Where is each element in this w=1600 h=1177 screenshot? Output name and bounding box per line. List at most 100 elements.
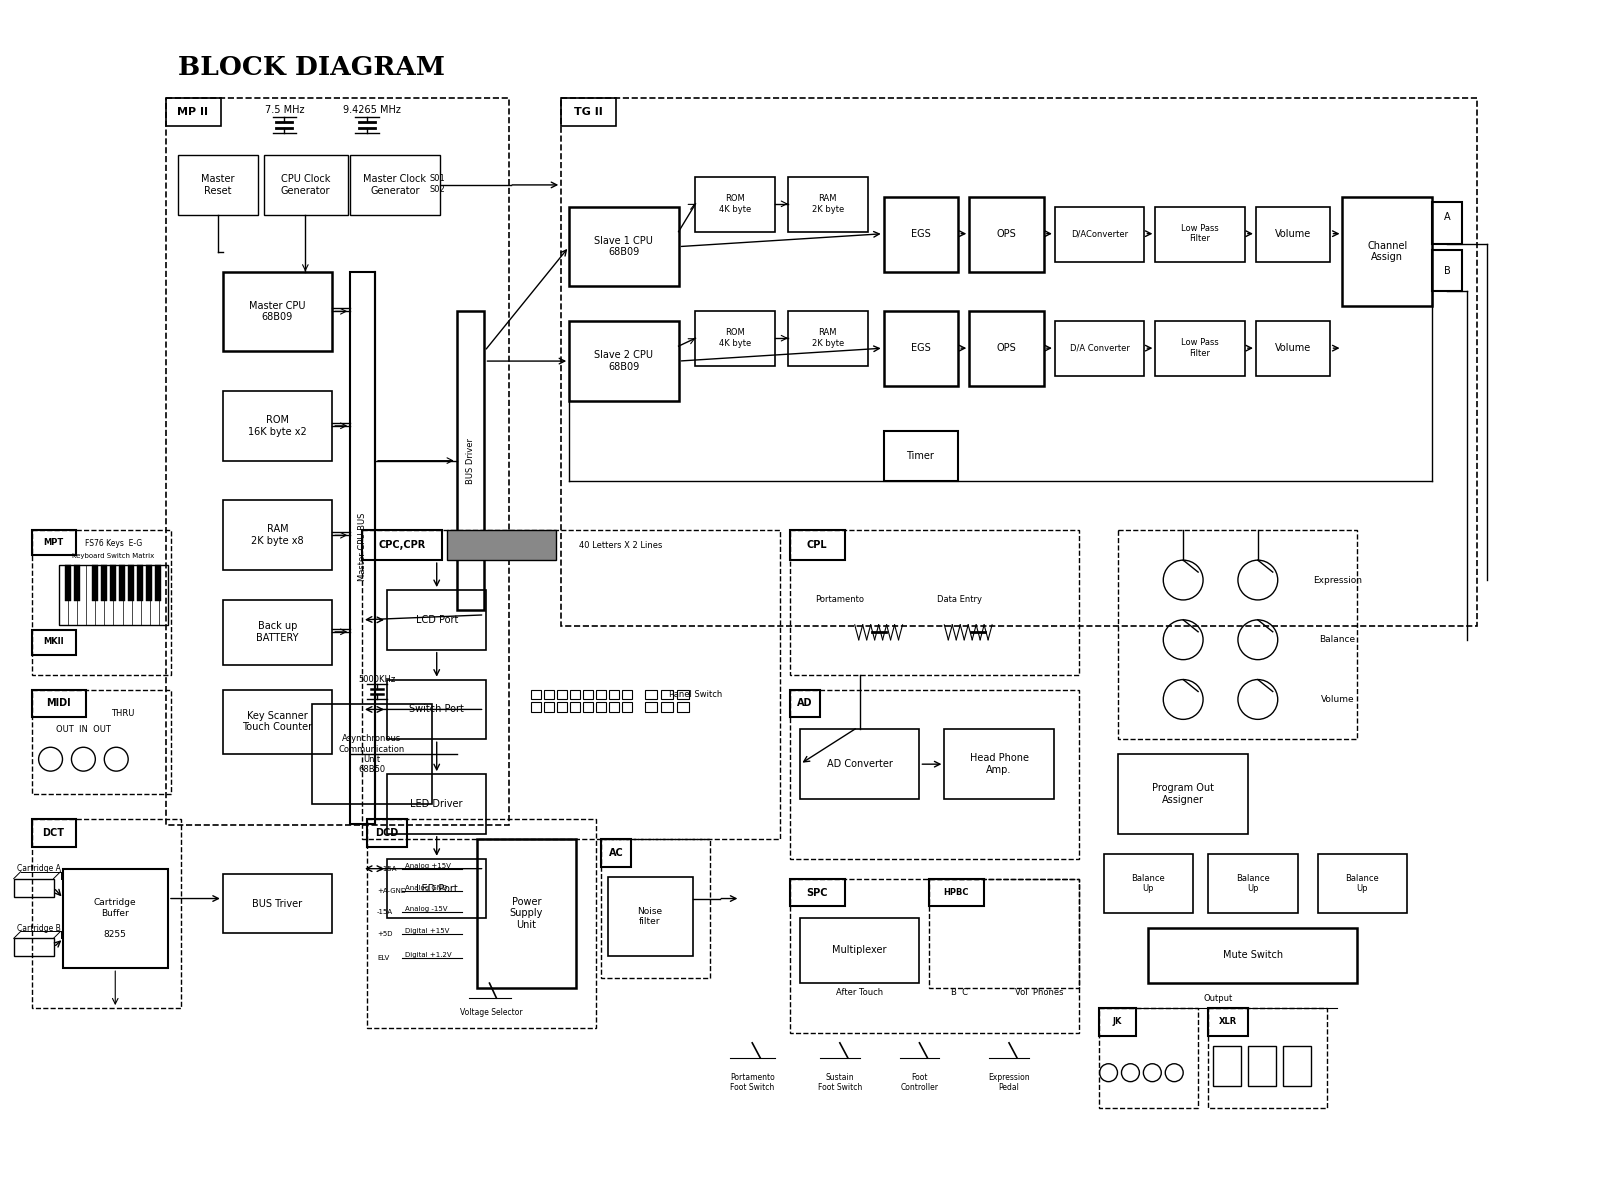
Text: Program Out
Assigner: Program Out Assigner: [1152, 783, 1214, 805]
Bar: [883, 197, 958, 272]
Bar: [456, 311, 485, 610]
Text: RAM
2K byte: RAM 2K byte: [811, 194, 843, 213]
Text: B: B: [1443, 266, 1450, 275]
Bar: [32, 819, 77, 846]
Bar: [800, 730, 920, 799]
Bar: [883, 311, 958, 386]
Text: MPT: MPT: [43, 538, 64, 547]
Bar: [602, 839, 710, 978]
Bar: [387, 679, 486, 739]
Text: CPC,CPR: CPC,CPR: [378, 540, 426, 550]
Text: 5000KHz: 5000KHz: [358, 676, 395, 684]
Text: Asynchronous
Communication
Unit
68B50: Asynchronous Communication Unit 68B50: [339, 734, 405, 774]
Text: Master Clock
Generator: Master Clock Generator: [363, 174, 427, 195]
Bar: [75, 565, 80, 601]
Bar: [1149, 929, 1357, 983]
Bar: [66, 565, 72, 601]
Bar: [1099, 1008, 1198, 1108]
Text: Panel Switch: Panel Switch: [669, 690, 722, 699]
Bar: [531, 690, 541, 699]
Bar: [608, 877, 693, 956]
Bar: [387, 590, 486, 650]
Bar: [1054, 207, 1144, 261]
Text: HPBC: HPBC: [944, 889, 970, 897]
Text: Balance
Up: Balance Up: [1235, 873, 1270, 893]
Text: AD Converter: AD Converter: [827, 759, 893, 769]
Text: AC: AC: [608, 847, 624, 858]
Text: DCD: DCD: [376, 827, 398, 838]
Bar: [610, 690, 619, 699]
Text: Expression: Expression: [1314, 576, 1362, 585]
Bar: [1118, 531, 1357, 739]
Text: 40 Letters X 2 Lines: 40 Letters X 2 Lines: [579, 540, 662, 550]
Bar: [387, 774, 486, 833]
Text: Analog GND: Analog GND: [405, 885, 446, 891]
Text: OUT  IN  OUT: OUT IN OUT: [56, 725, 110, 733]
Bar: [544, 703, 554, 712]
Bar: [570, 690, 581, 699]
Text: BLOCK DIAGRAM: BLOCK DIAGRAM: [178, 55, 445, 80]
Text: THRU: THRU: [112, 709, 134, 718]
Text: RAM
2K byte x8: RAM 2K byte x8: [251, 525, 304, 546]
Text: AD: AD: [797, 698, 813, 709]
Bar: [32, 531, 171, 674]
Text: Vol  Phones: Vol Phones: [1014, 988, 1062, 997]
Text: 9.4265 MHz: 9.4265 MHz: [342, 105, 402, 115]
Bar: [582, 703, 594, 712]
Bar: [93, 565, 98, 601]
Text: B  C: B C: [950, 988, 968, 997]
Text: Noise
filter: Noise filter: [637, 906, 662, 926]
Text: OPS: OPS: [997, 228, 1016, 239]
Text: Mute Switch: Mute Switch: [1222, 950, 1283, 960]
Bar: [789, 311, 867, 366]
Bar: [595, 703, 606, 712]
Bar: [557, 703, 566, 712]
Bar: [562, 99, 1477, 626]
Bar: [944, 730, 1054, 799]
Bar: [14, 938, 53, 956]
Bar: [362, 531, 781, 839]
Bar: [178, 155, 258, 214]
Text: LCD Port: LCD Port: [416, 614, 458, 625]
Text: BUS Driver: BUS Driver: [466, 438, 475, 484]
Text: Foot
Controller: Foot Controller: [901, 1073, 939, 1092]
Text: S01
S02: S01 S02: [430, 174, 445, 194]
Text: CPU Clock
Generator: CPU Clock Generator: [280, 174, 330, 195]
Bar: [1155, 321, 1245, 375]
Bar: [366, 819, 406, 846]
Bar: [790, 878, 845, 906]
Bar: [790, 531, 1078, 674]
Text: Portamento: Portamento: [816, 596, 864, 605]
Bar: [166, 99, 509, 825]
Bar: [362, 531, 442, 560]
Bar: [1283, 1046, 1310, 1085]
Bar: [222, 600, 333, 665]
Text: BUS Triver: BUS Triver: [253, 898, 302, 909]
Text: Balance: Balance: [1320, 636, 1355, 644]
Text: Power
Supply
Unit: Power Supply Unit: [510, 897, 542, 930]
Bar: [120, 565, 125, 601]
Text: XLR: XLR: [1219, 1017, 1237, 1026]
Text: +5D: +5D: [378, 931, 392, 937]
Text: D/A Converter: D/A Converter: [1070, 344, 1130, 353]
Text: MP II: MP II: [178, 107, 208, 118]
Text: Slave 1 CPU
68B09: Slave 1 CPU 68B09: [594, 235, 653, 258]
Text: LED Driver: LED Driver: [411, 799, 462, 809]
Bar: [264, 155, 349, 214]
Bar: [610, 703, 619, 712]
Text: Volume: Volume: [1275, 344, 1310, 353]
Bar: [312, 705, 432, 804]
Bar: [32, 690, 171, 794]
Bar: [789, 177, 867, 232]
Text: Master CPU
68B09: Master CPU 68B09: [250, 300, 306, 322]
Text: A: A: [1443, 212, 1450, 221]
Bar: [696, 177, 774, 232]
Bar: [1208, 1008, 1328, 1108]
Bar: [446, 531, 557, 560]
Bar: [222, 500, 333, 570]
Text: Master
Reset: Master Reset: [202, 174, 235, 195]
Text: D/AConverter: D/AConverter: [1070, 230, 1128, 238]
Bar: [790, 690, 1078, 859]
Bar: [790, 531, 845, 560]
Bar: [677, 690, 688, 699]
